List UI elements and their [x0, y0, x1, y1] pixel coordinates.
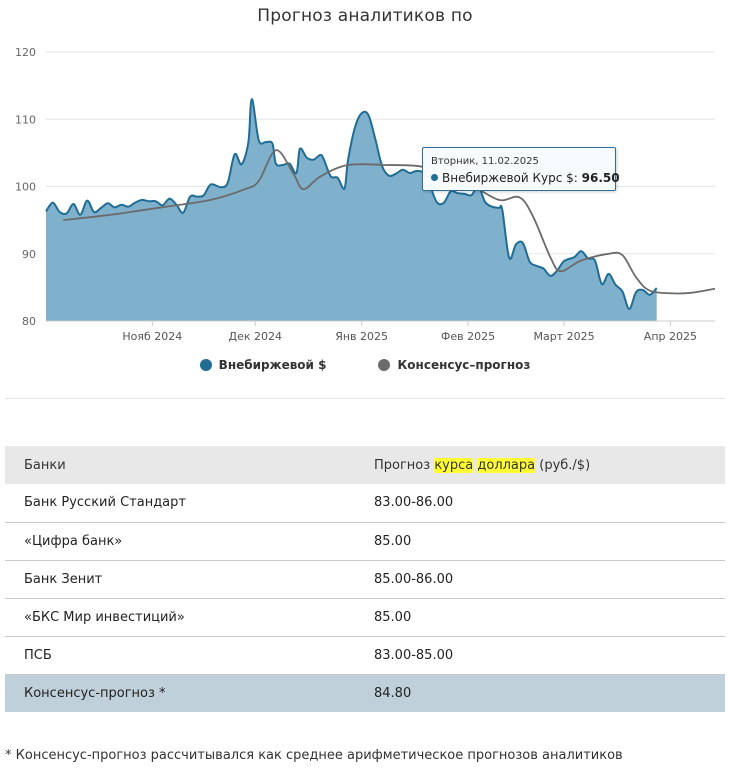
legend-dot-icon [199, 359, 212, 371]
bank-forecast: 83.00-86.00 [366, 484, 725, 523]
price-chart[interactable]: 80 90 100 110 120 Нояб 2024 Дек 2024 Янв 2025 Фе… [0, 0, 730, 350]
bank-forecast: 85.00 [366, 598, 725, 637]
footnote: * Консенсус-прогноз рассчитывался как ср… [5, 748, 623, 763]
header-banks: Банки [5, 446, 366, 484]
tooltip-series-dot-icon [431, 174, 438, 181]
y-tick-label: 110 [15, 113, 36, 126]
consensus-value: 84.80 [366, 674, 725, 712]
bank-name: Банк Русский Стандарт [5, 484, 366, 523]
bank-forecast: 85.00-86.00 [366, 560, 725, 599]
tooltip-date: Вторник, 11.02.2025 [431, 156, 539, 167]
tooltip-row: Внебиржевой Курс $: 96.50 [431, 170, 620, 186]
x-tick-label: Янв 2025 [335, 330, 388, 343]
y-tick-label: 120 [15, 46, 36, 59]
table-row: Банк Русский Стандарт 83.00-86.00 [5, 484, 725, 523]
header-highlight: доллара [477, 457, 536, 473]
tooltip-label: Внебиржевой Курс $: [442, 171, 578, 185]
chart-title: Прогноз аналитиков по [257, 6, 473, 26]
legend-dot-icon [378, 359, 391, 371]
bank-name: «Цифра банк» [5, 522, 366, 561]
bank-forecast: 85.00 [366, 522, 725, 561]
series-area-otc-usd [46, 99, 657, 321]
legend-label: Внебиржевой $ [218, 358, 327, 372]
legend-label: Консенсус–прогноз [397, 358, 531, 372]
table-row: Банк Зенит 85.00-86.00 [5, 560, 725, 599]
chart-tooltip: Вторник, 11.02.2025 Внебиржевой Курс $: … [422, 147, 620, 191]
header-forecast: Прогноз курса доллара (руб./$) [366, 446, 725, 484]
bank-name: ПСБ [5, 636, 366, 675]
tooltip-value: 96.50 [581, 171, 620, 185]
bank-name: Банк Зенит [5, 560, 366, 599]
bank-forecast: 83.00-85.00 [366, 636, 725, 675]
chart-legend: Внебиржевой $ Консенсус–прогноз [0, 358, 730, 372]
bank-forecast-table: Банки Прогноз курса доллара (руб./$) Бан… [5, 446, 725, 712]
divider [5, 398, 725, 399]
bank-name: «БКС Мир инвестиций» [5, 598, 366, 637]
x-tick-label: Фев 2025 [441, 330, 495, 343]
x-tick-label: Дек 2024 [229, 330, 283, 343]
header-highlight: курса [434, 457, 474, 473]
consensus-row: Консенсус-прогноз * 84.80 [5, 674, 725, 712]
table-row: «БКС Мир инвестиций» 85.00 [5, 598, 725, 637]
series-line-otc-usd [45, 98, 658, 310]
x-tick-label: Апр 2025 [644, 330, 697, 343]
header-forecast-suffix: (руб./$) [535, 457, 591, 473]
table-row: «Цифра банк» 85.00 [5, 522, 725, 561]
legend-item-otc-usd[interactable]: Внебиржевой $ [199, 358, 327, 372]
y-tick-label: 100 [15, 181, 36, 194]
y-tick-label: 80 [22, 315, 36, 328]
y-tick-label: 90 [22, 248, 36, 261]
header-forecast-prefix: Прогноз [374, 457, 435, 473]
table-header-row: Банки Прогноз курса доллара (руб./$) [5, 446, 725, 484]
x-tick-label: Нояб 2024 [122, 330, 182, 343]
x-tick-label: Март 2025 [533, 330, 594, 343]
legend-item-consensus[interactable]: Консенсус–прогноз [378, 358, 530, 372]
consensus-label: Консенсус-прогноз * [5, 674, 366, 712]
table-row: ПСБ 83.00-85.00 [5, 636, 725, 675]
